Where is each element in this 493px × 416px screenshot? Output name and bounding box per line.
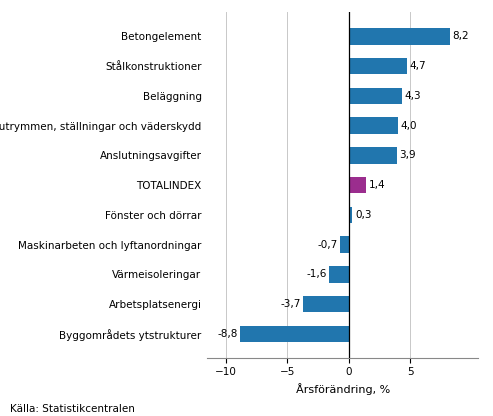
Text: 4,0: 4,0 — [400, 121, 417, 131]
Text: 4,3: 4,3 — [404, 91, 421, 101]
Text: -1,6: -1,6 — [306, 270, 326, 280]
Bar — [349, 28, 450, 45]
Text: 0,3: 0,3 — [355, 210, 371, 220]
Bar — [241, 326, 349, 342]
Text: 4,7: 4,7 — [409, 61, 426, 71]
Bar — [349, 58, 407, 74]
Text: -0,7: -0,7 — [317, 240, 338, 250]
Bar — [349, 88, 402, 104]
Text: 3,9: 3,9 — [399, 150, 416, 160]
Bar — [349, 177, 366, 193]
Text: 1,4: 1,4 — [369, 180, 385, 190]
Bar — [349, 147, 397, 163]
Bar — [349, 117, 398, 134]
Text: Källa: Statistikcentralen: Källa: Statistikcentralen — [10, 404, 135, 414]
Text: 8,2: 8,2 — [453, 31, 469, 41]
Bar — [340, 236, 349, 253]
Bar — [329, 266, 349, 282]
Text: -8,8: -8,8 — [217, 329, 238, 339]
X-axis label: Årsförändring, %: Årsförändring, % — [295, 383, 390, 395]
Text: -3,7: -3,7 — [281, 299, 301, 309]
Bar — [349, 207, 352, 223]
Bar — [303, 296, 349, 312]
